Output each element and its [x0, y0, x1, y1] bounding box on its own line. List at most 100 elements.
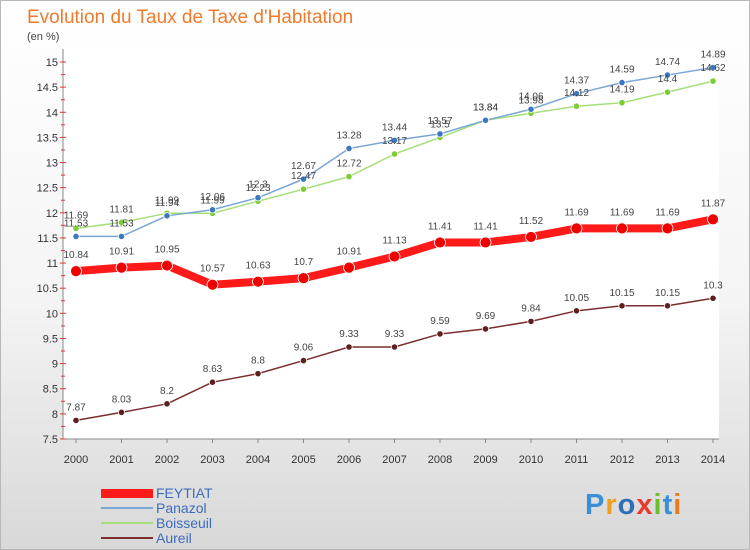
y-tick-label: 8 — [52, 409, 58, 421]
data-point — [481, 116, 490, 124]
data-point — [436, 130, 444, 138]
data-label: 13.28 — [336, 130, 361, 141]
data-label: 11.99 — [200, 195, 225, 206]
data-label: 11.53 — [109, 218, 134, 229]
data-label: 9.33 — [339, 329, 359, 340]
data-label: 13.57 — [427, 116, 452, 127]
data-label: 9.69 — [476, 311, 496, 322]
data-label: 14.59 — [609, 65, 634, 76]
data-label: 9.33 — [385, 329, 405, 340]
data-label: 11.41 — [473, 221, 498, 232]
data-point — [709, 77, 717, 85]
data-label: 11.69 — [610, 207, 635, 218]
data-label: 14.19 — [609, 85, 634, 96]
data-label: 8.63 — [203, 364, 223, 375]
data-point — [345, 173, 353, 181]
legend-item-aureil: Aureil — [101, 531, 261, 546]
y-tick-label: 11 — [47, 258, 58, 270]
data-label: 8.03 — [112, 394, 132, 405]
data-point — [208, 206, 217, 214]
data-point — [161, 259, 173, 272]
data-point — [388, 250, 401, 263]
data-label: 12.3 — [248, 180, 268, 191]
data-label: 9.84 — [521, 303, 541, 314]
data-label: 13.17 — [382, 136, 407, 147]
data-point — [709, 294, 717, 302]
legend-label: FEYTIAT — [156, 485, 213, 501]
x-tick-label: 2014 — [701, 454, 725, 466]
data-point — [115, 261, 128, 274]
data-label: 13.5 — [430, 119, 450, 130]
data-label: 11.13 — [382, 236, 407, 247]
legend-label: Aureil — [156, 530, 192, 546]
data-label: 12.23 — [245, 183, 270, 194]
y-tick-label: 10 — [46, 308, 58, 320]
data-point — [663, 88, 672, 96]
x-tick-label: 2013 — [655, 454, 679, 466]
data-label: 13.44 — [382, 122, 407, 133]
data-point — [390, 150, 399, 158]
data-point — [390, 343, 399, 351]
data-label: 11.99 — [155, 195, 180, 206]
data-label: 10.84 — [63, 250, 88, 261]
data-label: 10.05 — [564, 293, 589, 304]
data-label: 10.63 — [245, 261, 270, 272]
logo-letter: o — [617, 489, 637, 521]
x-tick-label: 2008 — [428, 454, 452, 466]
data-point — [343, 261, 355, 274]
data-point — [618, 99, 626, 107]
legend: FEYTIAT Panazol Boisseuil Aureil — [101, 486, 261, 546]
y-tick-label: 14.5 — [37, 82, 58, 94]
legend-swatch — [101, 522, 153, 524]
logo-letter: x — [636, 489, 654, 521]
data-point — [707, 213, 719, 226]
legend-label: Panazol — [156, 500, 207, 516]
brand-logo: Proxiti — [585, 489, 682, 522]
data-label: 14.12 — [564, 88, 589, 99]
data-point — [208, 378, 217, 386]
data-label: 10.91 — [336, 247, 361, 258]
y-tick-label: 11.5 — [37, 233, 58, 245]
legend-label: Boisseuil — [156, 515, 213, 531]
x-tick-label: 2002 — [155, 454, 179, 466]
data-label: 10.7 — [294, 257, 314, 268]
data-point — [436, 330, 444, 338]
data-label: 10.91 — [109, 247, 134, 258]
data-point — [345, 144, 353, 153]
data-label: 14.06 — [518, 91, 543, 102]
legend-item-boisseuil: Boisseuil — [101, 516, 261, 531]
x-tick-label: 2009 — [473, 454, 497, 466]
y-tick-label: 14 — [46, 107, 58, 119]
data-label: 10.3 — [703, 280, 723, 291]
chart-title: Evolution du Taux de Taxe d'Habitation — [27, 7, 354, 28]
data-point — [481, 325, 490, 333]
data-label: 11.52 — [519, 216, 544, 227]
data-label: 12.47 — [291, 171, 316, 182]
data-label: 13.84 — [473, 102, 498, 113]
data-point — [117, 218, 126, 226]
data-point — [117, 408, 126, 416]
data-point — [299, 175, 308, 183]
x-tick-label: 2005 — [291, 454, 315, 466]
logo-letter: P — [585, 489, 606, 521]
data-label: 11.69 — [64, 210, 89, 221]
y-tick-label: 8.5 — [43, 384, 58, 396]
data-point — [663, 302, 672, 310]
x-tick-label: 2001 — [109, 454, 133, 466]
data-point — [117, 232, 126, 241]
data-label: 8.8 — [251, 356, 265, 367]
data-point — [479, 236, 492, 249]
data-point — [616, 222, 628, 235]
data-label: 9.59 — [430, 316, 450, 327]
data-label: 11.53 — [64, 218, 89, 229]
data-label: 11.87 — [701, 198, 726, 209]
x-tick-label: 2012 — [610, 454, 634, 466]
data-label: 9.06 — [294, 343, 314, 354]
y-tick-label: 7.5 — [43, 434, 58, 446]
data-point — [70, 265, 82, 278]
chart-unit-label: (en %) — [27, 31, 60, 43]
y-tick-label: 15 — [46, 57, 58, 69]
data-label: 14.74 — [655, 57, 680, 68]
